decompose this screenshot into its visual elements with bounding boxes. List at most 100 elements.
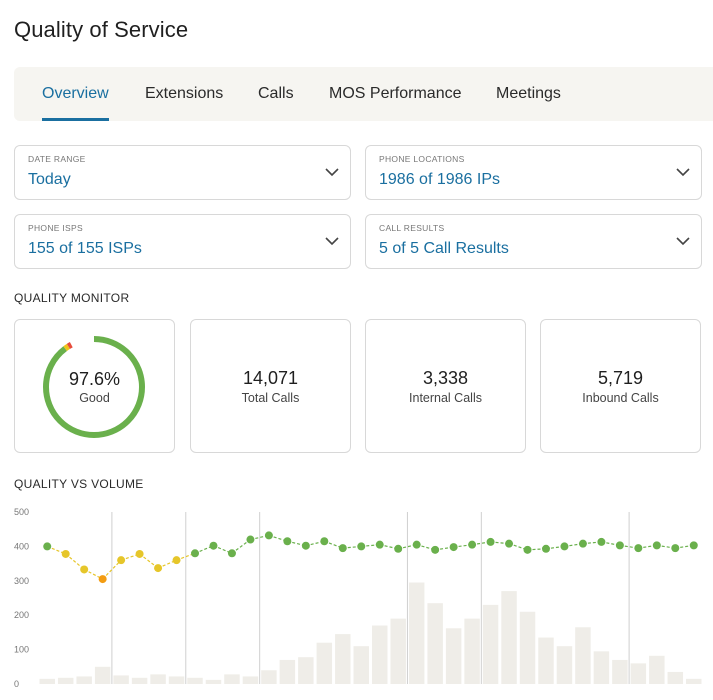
volume-bar[interactable] — [630, 663, 647, 684]
volume-bar[interactable] — [427, 603, 443, 684]
phone-isps-select[interactable]: PHONE ISPS 155 of 155 ISPs — [14, 214, 351, 269]
y-tick-label: 100 — [14, 645, 29, 655]
tab-mos-performance[interactable]: MOS Performance — [329, 85, 462, 102]
quality-point[interactable] — [61, 549, 70, 558]
volume-bar[interactable] — [131, 677, 148, 684]
volume-bar[interactable] — [335, 634, 351, 684]
tab-meetings[interactable]: Meetings — [496, 85, 561, 102]
quality-point[interactable] — [523, 545, 532, 554]
quality-point[interactable] — [615, 541, 624, 550]
quality-point[interactable] — [671, 544, 680, 553]
quality-point[interactable] — [135, 549, 144, 558]
quality-point[interactable] — [689, 541, 698, 550]
volume-bar[interactable] — [408, 582, 425, 684]
quality-point[interactable] — [246, 535, 255, 544]
volume-bar[interactable] — [261, 670, 277, 684]
quality-point[interactable] — [578, 539, 587, 548]
quality-point[interactable] — [412, 540, 421, 549]
y-tick-label: 0 — [14, 679, 19, 689]
quality-line-segment — [102, 559, 122, 580]
quality-point[interactable] — [505, 539, 514, 548]
volume-bar[interactable] — [113, 675, 129, 684]
internal-calls-card[interactable]: 3,338 Internal Calls — [365, 319, 526, 453]
volume-bar[interactable] — [150, 674, 166, 684]
quality-point[interactable] — [80, 565, 89, 574]
volume-bar[interactable] — [686, 678, 702, 684]
good-percent: 97.6% — [68, 369, 121, 389]
volume-bar[interactable] — [649, 655, 665, 684]
quality-point[interactable] — [468, 540, 477, 549]
volume-bar[interactable] — [76, 676, 92, 684]
volume-bar[interactable] — [501, 591, 517, 684]
inbound-calls-value: 5,719 — [597, 368, 644, 388]
volume-bar[interactable] — [556, 646, 573, 684]
y-tick-label: 500 — [14, 507, 29, 517]
volume-bar[interactable] — [279, 659, 296, 684]
volume-bar[interactable] — [372, 625, 388, 684]
volume-bar[interactable] — [168, 676, 185, 684]
quality-donut-card[interactable]: 97.6% Good — [14, 319, 175, 453]
volume-bar[interactable] — [94, 666, 111, 684]
tab-calls[interactable]: Calls — [258, 85, 294, 102]
quality-point[interactable] — [634, 544, 643, 553]
date-range-value: Today — [28, 171, 71, 188]
tab-extensions[interactable]: Extensions — [145, 85, 224, 102]
date-range-select[interactable]: DATE RANGE Today — [14, 145, 351, 200]
volume-bar[interactable] — [316, 642, 333, 684]
quality-point[interactable] — [98, 575, 107, 584]
quality-point[interactable] — [264, 531, 273, 540]
quality-point[interactable] — [191, 549, 200, 558]
volume-bar[interactable] — [445, 628, 462, 684]
quality-point[interactable] — [486, 537, 495, 546]
quality-point[interactable] — [541, 544, 550, 553]
quality-point[interactable] — [597, 537, 606, 546]
volume-bar[interactable] — [482, 604, 499, 684]
volume-bar[interactable] — [205, 679, 222, 684]
volume-bar[interactable] — [298, 657, 314, 684]
quality-point[interactable] — [375, 540, 384, 549]
quality-point[interactable] — [227, 549, 236, 558]
page-title: Quality of Service — [14, 17, 189, 42]
quality-point[interactable] — [449, 543, 458, 552]
total-calls-label: Total Calls — [241, 391, 300, 405]
phone-locations-select[interactable]: PHONE LOCATIONS 1986 of 1986 IPs — [365, 145, 702, 200]
volume-bar[interactable] — [464, 618, 480, 684]
volume-bar[interactable] — [538, 637, 554, 684]
volume-bar[interactable] — [39, 678, 55, 684]
quality-point[interactable] — [431, 545, 440, 554]
quality-point[interactable] — [43, 542, 52, 551]
volume-bar[interactable] — [224, 674, 240, 684]
phone-locations-label: PHONE LOCATIONS — [379, 154, 465, 164]
quality-point[interactable] — [338, 544, 347, 553]
volume-bar[interactable] — [390, 618, 406, 684]
volume-bar[interactable] — [187, 677, 203, 684]
quality-point[interactable] — [320, 537, 329, 546]
quality-point[interactable] — [560, 542, 569, 551]
inbound-calls-card[interactable]: 5,719 Inbound Calls — [540, 319, 701, 453]
inbound-calls-label: Inbound Calls — [582, 391, 659, 405]
volume-bar[interactable] — [353, 646, 369, 684]
y-tick-label: 200 — [14, 610, 29, 620]
internal-calls-value: 3,338 — [422, 368, 469, 388]
volume-bar[interactable] — [612, 659, 628, 684]
volume-bar[interactable] — [242, 676, 259, 684]
quality-point[interactable] — [154, 564, 163, 573]
volume-bar[interactable] — [519, 611, 536, 684]
quality-point[interactable] — [652, 541, 661, 550]
phone-locations-value: 1986 of 1986 IPs — [379, 171, 500, 188]
quality-point[interactable] — [394, 544, 403, 553]
quality-point[interactable] — [283, 537, 292, 546]
volume-bar[interactable] — [667, 671, 684, 684]
total-calls-card[interactable]: 14,071 Total Calls — [190, 319, 351, 453]
quality-point[interactable] — [357, 542, 366, 551]
call-results-label: CALL RESULTS — [379, 223, 445, 233]
volume-bar[interactable] — [57, 677, 74, 684]
tab-overview[interactable]: Overview — [42, 67, 109, 121]
quality-point[interactable] — [172, 556, 181, 565]
call-results-select[interactable]: CALL RESULTS 5 of 5 Call Results — [365, 214, 702, 269]
volume-bar[interactable] — [575, 627, 591, 684]
quality-point[interactable] — [117, 556, 126, 565]
volume-bar[interactable] — [593, 651, 610, 684]
quality-point[interactable] — [209, 541, 218, 550]
quality-point[interactable] — [301, 541, 310, 550]
